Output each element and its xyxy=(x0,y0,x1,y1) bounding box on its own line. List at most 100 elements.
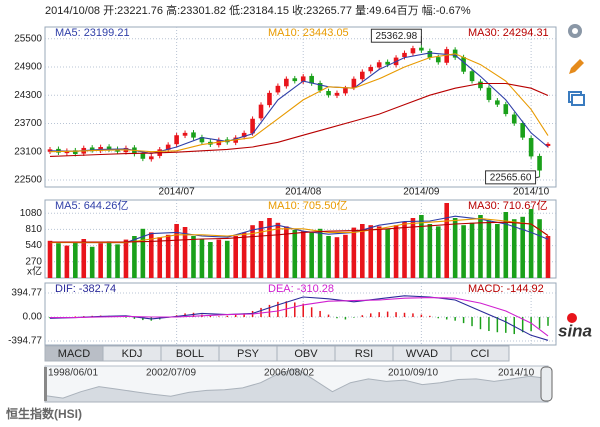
volume-bar xyxy=(503,212,509,278)
volume-bar xyxy=(343,234,348,278)
candle-body xyxy=(495,100,500,105)
candle-body xyxy=(427,51,433,58)
legend-value: -382.74 xyxy=(79,283,116,295)
volume-bar xyxy=(478,215,483,278)
indicator-tab[interactable]: BOLL xyxy=(160,345,220,362)
navigator-handle[interactable] xyxy=(44,367,47,401)
candle-body xyxy=(402,52,407,58)
legend-entry: MA10: 23443.05 xyxy=(268,27,349,39)
candle-body xyxy=(73,150,78,155)
candle-body xyxy=(165,144,171,150)
tab-button[interactable] xyxy=(450,345,510,362)
y-tick-label: 22500 xyxy=(14,175,42,186)
legend-name: MA10: xyxy=(268,27,300,39)
candle-body xyxy=(503,104,509,115)
volume-bar xyxy=(73,242,78,278)
legend-name: MA30: xyxy=(468,27,500,39)
legend-name: MACD: xyxy=(468,283,503,295)
volume-bar xyxy=(81,239,87,278)
volume-bar xyxy=(385,228,390,278)
y-tick-label: 270 xyxy=(25,256,42,267)
candle-body xyxy=(250,118,255,134)
legend-value: -310.28 xyxy=(297,283,334,295)
candle-body xyxy=(292,78,298,82)
legend-value: 23199.21 xyxy=(84,27,130,39)
logo-eye xyxy=(567,313,577,323)
tab-label[interactable]: RSI xyxy=(355,348,373,360)
legend-name: MA10: xyxy=(268,200,300,212)
legend-value: 644.26亿 xyxy=(84,199,129,212)
indicator-tab[interactable]: CCI xyxy=(450,345,510,362)
y-tick-label: 394.77 xyxy=(11,288,42,299)
candle-body xyxy=(284,78,289,87)
legend-name: MA30: xyxy=(468,200,500,212)
tab-label[interactable]: CCI xyxy=(471,348,490,360)
legend-value: 24294.31 xyxy=(503,27,549,39)
legend-name: DIF: xyxy=(55,283,76,295)
candle-body xyxy=(174,135,179,145)
indicator-tab[interactable]: OBV xyxy=(276,345,336,362)
y-tick-label: 25500 xyxy=(14,33,42,44)
volume-bar xyxy=(89,246,95,278)
candle-body xyxy=(360,71,365,80)
legend-value: -144.92 xyxy=(506,283,543,295)
volume-bar xyxy=(64,245,70,278)
volume-bar xyxy=(427,224,433,278)
tab-label[interactable]: WVAD xyxy=(406,348,438,360)
volume-bar xyxy=(495,224,500,278)
candle-body xyxy=(368,67,374,72)
volume-bar xyxy=(123,239,129,278)
candle-body xyxy=(64,150,70,154)
window-icon[interactable] xyxy=(568,91,585,106)
ma-line xyxy=(49,82,549,157)
candle-body xyxy=(343,88,348,94)
volume-bar xyxy=(402,221,407,278)
volume-bar xyxy=(47,240,53,278)
volume-bar xyxy=(317,228,323,278)
volume-bar xyxy=(208,242,213,278)
volume-bar xyxy=(537,219,542,278)
indicator-tab[interactable]: PSY xyxy=(218,345,278,362)
legend-value: 710.67亿 xyxy=(503,199,548,212)
legend-name: MA5: xyxy=(55,27,81,39)
volume-bar xyxy=(199,239,205,278)
candle-body xyxy=(182,132,188,136)
navigator-handle[interactable] xyxy=(540,366,553,402)
indicator-tab[interactable]: WVAD xyxy=(392,345,452,362)
header-quote: 2014/10/08 开:23221.76 高:23301.82 低:23184… xyxy=(45,3,471,17)
indicator-tab[interactable]: MACD xyxy=(44,345,104,362)
legend-name: MA5: xyxy=(55,200,81,212)
navigator-label: 2002/07/09 xyxy=(146,368,196,379)
settings-icon[interactable] xyxy=(568,24,582,38)
tab-label[interactable]: PSY xyxy=(237,348,260,360)
x-tick-label: 2014/10 xyxy=(513,187,550,198)
candle-body xyxy=(478,81,483,89)
indicator-tab[interactable]: KDJ xyxy=(102,345,162,362)
tab-label[interactable]: OBV xyxy=(294,348,318,360)
tab-label[interactable]: KDJ xyxy=(122,348,143,360)
volume-bar xyxy=(132,236,137,278)
legend-value: 705.50亿 xyxy=(303,199,348,212)
volume-bar xyxy=(435,226,441,278)
volume-bar xyxy=(300,231,306,278)
draw-icon[interactable] xyxy=(569,59,584,74)
volume-bar xyxy=(452,218,458,278)
volume-bar xyxy=(233,236,238,278)
legend-entry: MA5: 23199.21 xyxy=(55,27,130,39)
volume-bar xyxy=(275,222,281,278)
volume-bar xyxy=(140,228,146,278)
volume-bar xyxy=(360,224,365,278)
volume-bar xyxy=(393,225,399,278)
volume-bar xyxy=(148,232,154,278)
volume-bar xyxy=(157,237,163,278)
volume-bar xyxy=(250,225,255,278)
x-tick-label: 2014/08 xyxy=(285,187,322,198)
candle-body xyxy=(520,123,525,138)
tab-label[interactable]: BOLL xyxy=(176,348,204,360)
x-tick-label: 2014/07 xyxy=(159,187,196,198)
candle-body xyxy=(419,47,424,51)
tab-label[interactable]: MACD xyxy=(58,348,90,360)
ma-line xyxy=(50,297,549,337)
indicator-tab[interactable]: RSI xyxy=(334,345,394,362)
